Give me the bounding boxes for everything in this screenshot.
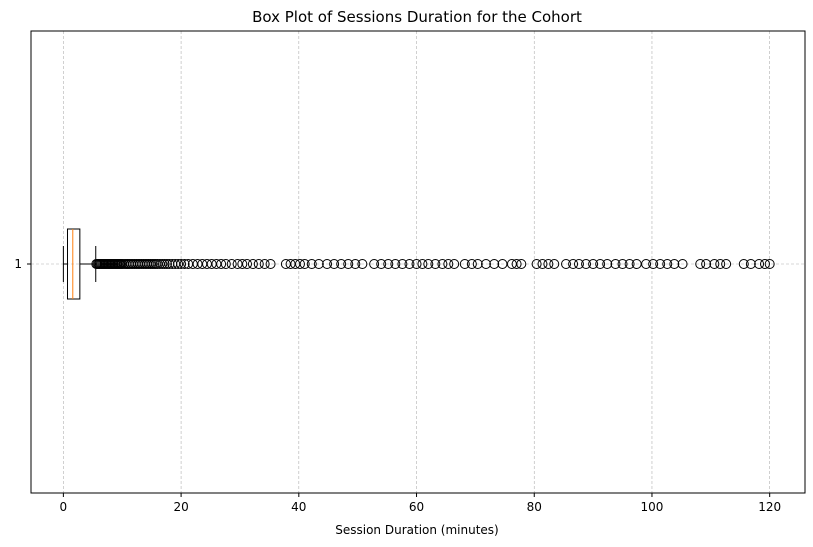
outlier-point <box>721 259 732 269</box>
outlier-point <box>247 259 258 269</box>
outlier-points <box>91 259 775 269</box>
x-axis-ticks: 0 20 40 60 80 100 120 <box>60 493 781 514</box>
outlier-point <box>655 259 666 269</box>
outlier-point <box>173 259 184 269</box>
outlier-point <box>397 259 408 269</box>
outlier-point <box>624 259 635 269</box>
outlier-point <box>595 259 606 269</box>
outlier-point <box>423 259 434 269</box>
box-element <box>62 228 97 300</box>
outlier-point <box>329 259 340 269</box>
x-tick-label-1: 20 <box>173 500 188 514</box>
outlier-point <box>390 259 401 269</box>
outlier-point <box>216 259 227 269</box>
outlier-point <box>715 259 726 269</box>
outlier-point <box>417 259 428 269</box>
x-tick-label-2: 40 <box>291 500 306 514</box>
outlier-point <box>695 259 706 269</box>
outlier-point <box>443 259 454 269</box>
outlier-point <box>480 259 491 269</box>
outlier-point <box>253 259 264 269</box>
outlier-point <box>299 259 310 269</box>
outlier-point <box>411 259 422 269</box>
outlier-point <box>648 259 659 269</box>
y-axis-ticks: 1 <box>14 257 31 271</box>
outlier-point <box>220 259 231 269</box>
outlier-point <box>489 259 500 269</box>
outlier-point <box>459 259 470 269</box>
outlier-point <box>437 259 448 269</box>
outlier-point <box>641 259 652 269</box>
outlier-point <box>376 259 387 269</box>
outlier-point <box>265 259 276 269</box>
outlier-point <box>759 259 770 269</box>
outlier-point <box>581 259 592 269</box>
outlier-point <box>259 259 270 269</box>
outlier-point <box>242 259 253 269</box>
outlier-point <box>466 259 477 269</box>
outlier-point <box>537 259 548 269</box>
x-tick-label-6: 120 <box>758 500 781 514</box>
outlier-point <box>343 259 354 269</box>
outlier-point <box>701 259 712 269</box>
outlier-point <box>237 259 248 269</box>
outlier-point <box>369 259 380 269</box>
outlier-point <box>294 259 305 269</box>
outlier-point <box>350 259 361 269</box>
outlier-point <box>511 259 522 269</box>
outlier-point <box>179 259 190 269</box>
outlier-point <box>543 259 554 269</box>
outlier-point <box>561 259 572 269</box>
plot-frame <box>30 30 806 494</box>
outlier-point <box>404 259 415 269</box>
outlier-point <box>568 259 579 269</box>
outlier-point <box>449 259 460 269</box>
outlier-point <box>531 259 542 269</box>
outlier-point <box>357 259 368 269</box>
outlier-point <box>677 259 688 269</box>
outlier-point <box>764 259 775 269</box>
x-axis-label: Session Duration (minutes) <box>335 523 498 537</box>
y-tick-label-0: 1 <box>14 257 22 271</box>
chart-title: Box Plot of Sessions Duration for the Co… <box>252 8 582 26</box>
outlier-point <box>430 259 441 269</box>
outlier-point <box>754 259 765 269</box>
outlier-point <box>157 259 168 269</box>
outlier-point <box>472 259 483 269</box>
outlier-point <box>176 259 187 269</box>
x-tick-label-4: 80 <box>527 500 542 514</box>
outlier-point <box>226 259 237 269</box>
outlier-point <box>306 259 317 269</box>
outlier-point <box>669 259 680 269</box>
interquartile-box <box>66 228 81 300</box>
outlier-point <box>617 259 628 269</box>
outlier-point <box>313 259 324 269</box>
outlier-point <box>161 259 172 269</box>
grid-lines <box>31 31 805 493</box>
outlier-point <box>588 259 599 269</box>
outlier-point <box>602 259 613 269</box>
outlier-point <box>549 259 560 269</box>
x-tick-label-3: 60 <box>409 500 424 514</box>
outlier-point <box>610 259 621 269</box>
outlier-point <box>336 259 347 269</box>
outlier-point <box>516 259 527 269</box>
outlier-point <box>745 259 756 269</box>
x-tick-label-0: 0 <box>60 500 68 514</box>
outlier-point <box>159 259 170 269</box>
outlier-point <box>662 259 673 269</box>
outlier-point <box>383 259 394 269</box>
outlier-point <box>709 259 720 269</box>
outlier-point <box>322 259 333 269</box>
outlier-point <box>573 259 584 269</box>
outlier-point <box>738 259 749 269</box>
x-tick-label-5: 100 <box>641 500 664 514</box>
